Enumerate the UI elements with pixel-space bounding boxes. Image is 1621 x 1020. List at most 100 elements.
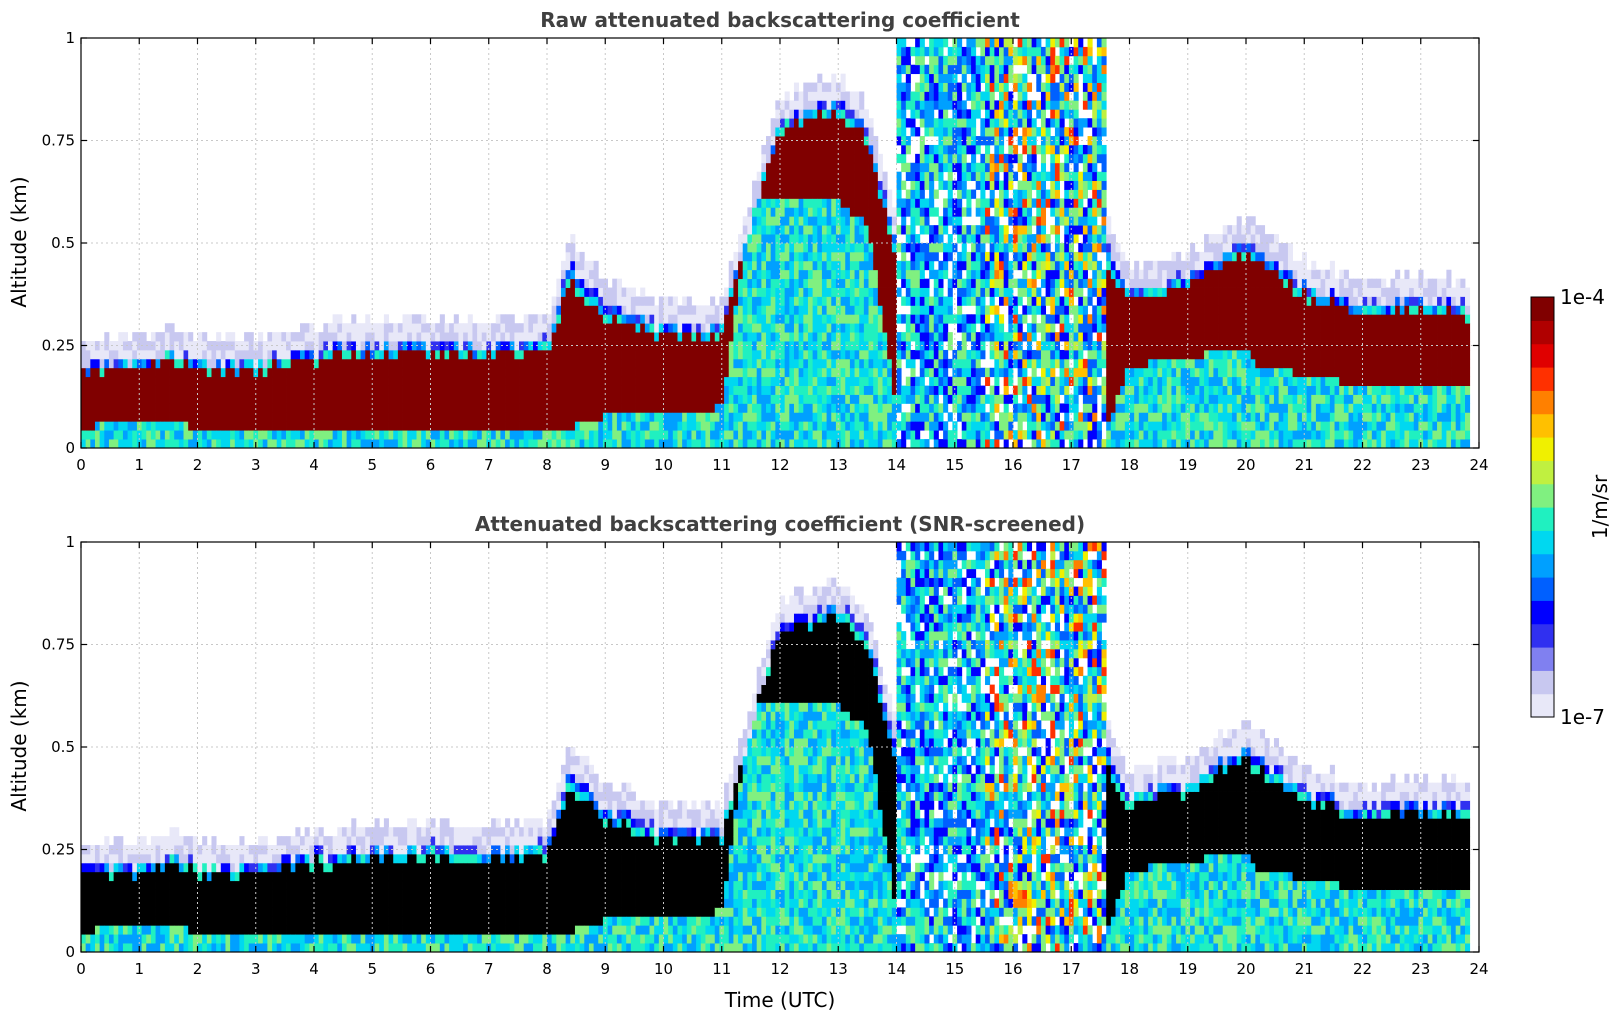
heatmap-cell bbox=[183, 412, 189, 422]
heatmap-cell bbox=[169, 349, 175, 360]
heatmap-cell bbox=[905, 332, 911, 342]
heatmap-cell bbox=[486, 341, 492, 351]
heatmap-cell bbox=[472, 385, 478, 395]
heatmap-cell bbox=[1078, 385, 1084, 395]
heatmap-cell bbox=[999, 323, 1005, 333]
heatmap-cell bbox=[845, 287, 851, 297]
heatmap-cell bbox=[966, 55, 972, 66]
heatmap-cell bbox=[1008, 421, 1014, 431]
heatmap-cell bbox=[630, 421, 636, 431]
heatmap-cell bbox=[1068, 207, 1074, 217]
heatmap-cell bbox=[369, 376, 375, 387]
heatmap-cell bbox=[784, 118, 790, 128]
heatmap-cell bbox=[747, 207, 753, 217]
heatmap-cell bbox=[598, 376, 604, 387]
heatmap-cell bbox=[859, 430, 865, 440]
heatmap-cell bbox=[980, 421, 986, 431]
heatmap-cell bbox=[1050, 171, 1056, 182]
heatmap-cell bbox=[248, 439, 254, 449]
heatmap-cell bbox=[784, 314, 790, 324]
heatmap-cell bbox=[784, 127, 790, 137]
heatmap-cell bbox=[365, 439, 371, 449]
heatmap-cell bbox=[985, 100, 991, 110]
heatmap-cell bbox=[989, 243, 995, 253]
heatmap-cell bbox=[756, 385, 762, 395]
heatmap-cell bbox=[882, 439, 888, 449]
heatmap-cell bbox=[817, 412, 823, 422]
heatmap-cell bbox=[1054, 376, 1060, 387]
heatmap-cell bbox=[700, 430, 706, 440]
heatmap-cell bbox=[1031, 439, 1037, 449]
heatmap-cell bbox=[756, 216, 762, 226]
heatmap-cell bbox=[821, 189, 827, 199]
heatmap-cell bbox=[286, 341, 292, 351]
heatmap-cell bbox=[1054, 287, 1060, 297]
heatmap-cell bbox=[1031, 38, 1037, 48]
heatmap-cell bbox=[738, 394, 744, 404]
heatmap-cell bbox=[812, 403, 818, 413]
heatmap-cell bbox=[295, 403, 301, 413]
heatmap-cell bbox=[1022, 82, 1028, 92]
heatmap-cell bbox=[849, 412, 855, 422]
heatmap-cell bbox=[304, 332, 310, 342]
heatmap-cell bbox=[821, 234, 827, 244]
heatmap-cell bbox=[924, 243, 930, 253]
heatmap-cell bbox=[980, 234, 986, 244]
heatmap-cell bbox=[1017, 109, 1023, 119]
heatmap-cell bbox=[793, 430, 800, 440]
heatmap-cell bbox=[509, 332, 515, 342]
heatmap-cell bbox=[425, 341, 431, 351]
heatmap-cell bbox=[863, 385, 869, 395]
heatmap-cell bbox=[402, 332, 408, 342]
heatmap-cell bbox=[933, 385, 939, 395]
heatmap-cell bbox=[854, 296, 860, 306]
heatmap-cell bbox=[593, 323, 599, 333]
heatmap-cell bbox=[793, 376, 800, 387]
heatmap-cell bbox=[803, 198, 809, 208]
heatmap-cell bbox=[379, 421, 385, 431]
heatmap-cell bbox=[570, 287, 576, 297]
heatmap-cell bbox=[318, 421, 324, 431]
heatmap-cell bbox=[980, 260, 986, 271]
heatmap-cell bbox=[1026, 278, 1033, 288]
heatmap-cell bbox=[318, 403, 324, 413]
heatmap-cell bbox=[574, 332, 581, 342]
heatmap-cell bbox=[989, 162, 995, 173]
heatmap-cell bbox=[877, 323, 883, 333]
heatmap-cell bbox=[747, 296, 753, 306]
heatmap-cell bbox=[915, 64, 921, 75]
heatmap-cell bbox=[817, 305, 823, 315]
heatmap-cell bbox=[901, 55, 907, 66]
heatmap-cell bbox=[584, 314, 590, 324]
heatmap-cell bbox=[174, 430, 180, 440]
heatmap-cell bbox=[388, 403, 394, 413]
heatmap-cell bbox=[477, 385, 483, 395]
heatmap-cell bbox=[1059, 314, 1065, 324]
heatmap-cell bbox=[971, 91, 977, 101]
heatmap-cell bbox=[1073, 118, 1079, 128]
heatmap-cell bbox=[770, 403, 776, 413]
heatmap-cells bbox=[81, 38, 1471, 449]
heatmap-cell bbox=[607, 287, 613, 297]
heatmap-cell bbox=[728, 367, 734, 378]
heatmap-cell bbox=[612, 439, 618, 449]
heatmap-cell bbox=[943, 153, 949, 164]
heatmap-cell bbox=[1064, 162, 1070, 173]
heatmap-cell bbox=[761, 323, 767, 333]
heatmap-cell bbox=[1022, 394, 1028, 404]
heatmap-cell bbox=[770, 136, 776, 146]
heatmap-cell bbox=[1003, 403, 1009, 413]
heatmap-cell bbox=[411, 358, 417, 369]
heatmap-cell bbox=[160, 332, 166, 342]
heatmap-cell bbox=[752, 278, 758, 288]
heatmap-cell bbox=[379, 332, 385, 342]
heatmap-cell bbox=[761, 243, 767, 253]
heatmap-cell bbox=[812, 421, 818, 431]
heatmap-cell bbox=[1082, 260, 1088, 271]
heatmap-cell bbox=[831, 305, 837, 315]
heatmap-cell bbox=[975, 109, 981, 119]
heatmap-cell bbox=[677, 394, 683, 404]
heatmap-cell bbox=[943, 225, 949, 235]
heatmap-cell bbox=[621, 358, 627, 369]
heatmap-cell bbox=[621, 439, 627, 449]
